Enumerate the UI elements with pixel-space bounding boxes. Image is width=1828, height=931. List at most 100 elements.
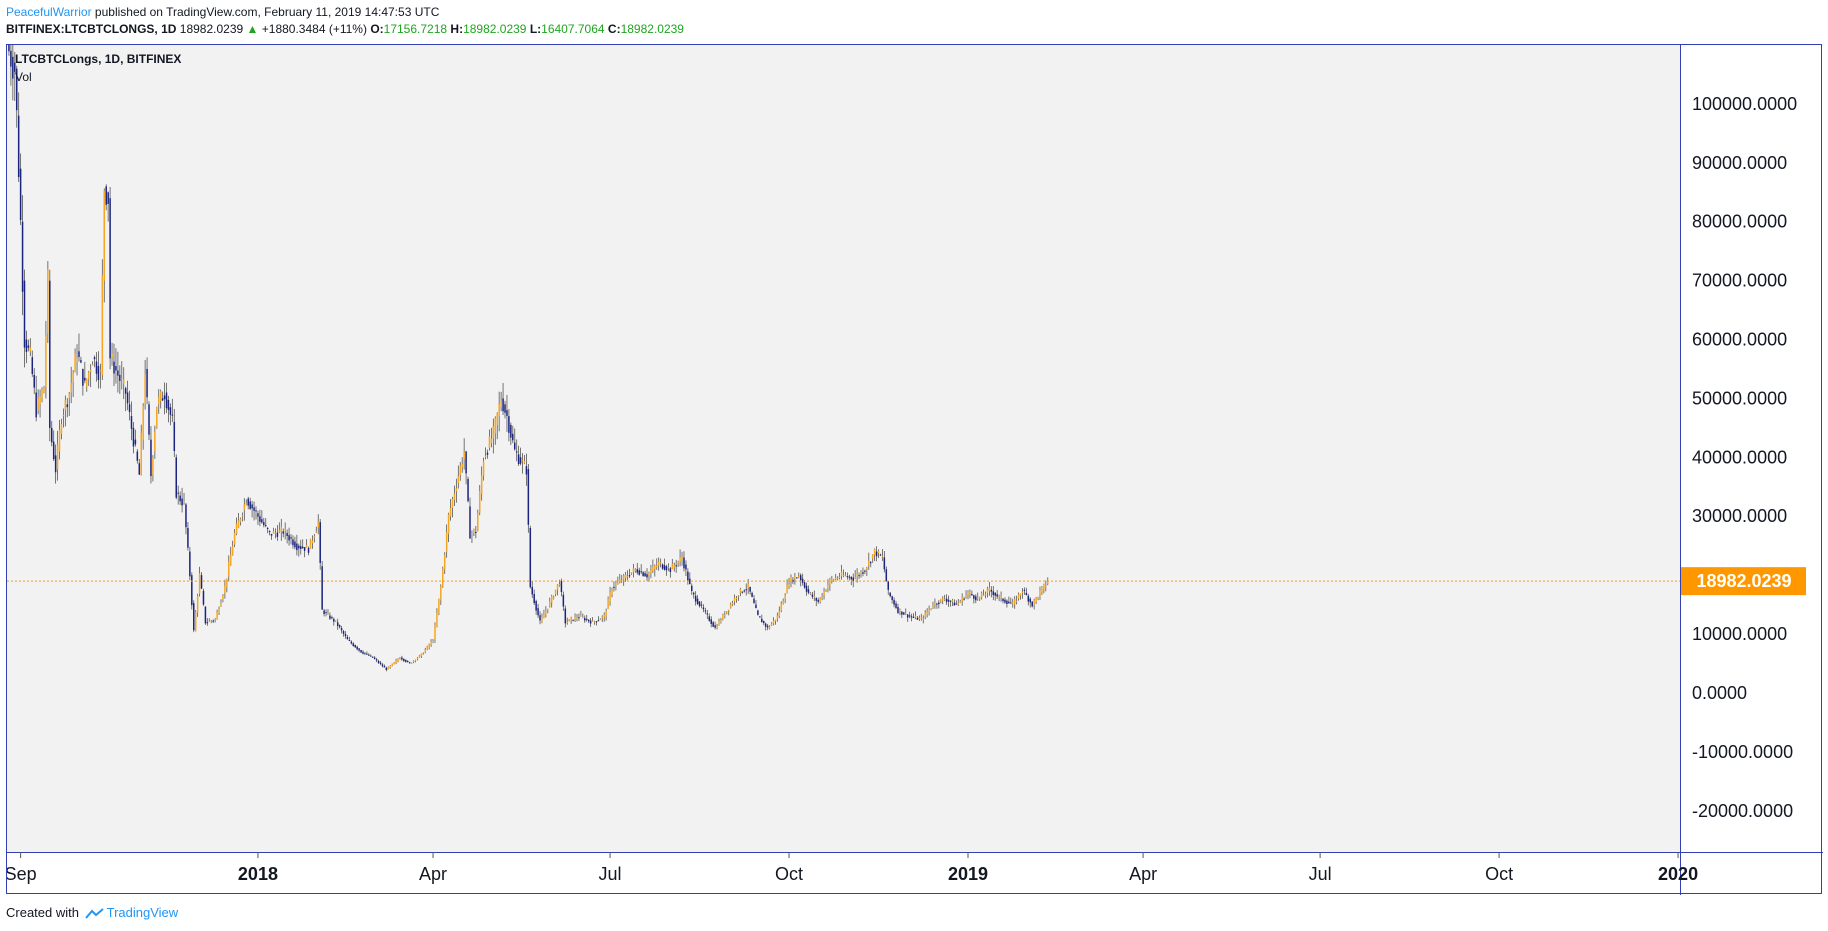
- candle-body: [1011, 602, 1014, 604]
- candle-body: [315, 531, 318, 533]
- candle-body: [759, 616, 761, 618]
- candle-body: [346, 636, 349, 640]
- candle-body: [1010, 602, 1012, 604]
- candle-body: [354, 644, 356, 648]
- candle-body: [39, 396, 41, 405]
- candle-body: [342, 631, 345, 634]
- candle-body: [165, 392, 168, 409]
- candle-body: [101, 275, 104, 375]
- candle-body: [136, 451, 139, 461]
- candle-body: [161, 398, 164, 401]
- candle-body: [782, 600, 784, 605]
- candle-body: [1008, 601, 1010, 604]
- candle-body: [665, 566, 668, 571]
- candle-body: [459, 465, 462, 476]
- candle-body: [257, 513, 259, 517]
- candle-body: [243, 504, 246, 511]
- candle-body: [276, 532, 279, 537]
- candle-body: [31, 357, 34, 374]
- candle-body: [831, 579, 833, 582]
- candle-body: [152, 457, 154, 476]
- candle-body: [35, 392, 37, 418]
- candle-body: [373, 657, 376, 660]
- close-label: C:: [607, 22, 621, 36]
- author-link[interactable]: PeacefulWarrior: [6, 5, 92, 19]
- y-tick-label: 50000.0000: [1692, 388, 1787, 408]
- candle-body: [233, 532, 236, 545]
- candle-body: [786, 584, 788, 593]
- candle-body: [443, 554, 446, 570]
- candle-body: [628, 575, 631, 577]
- candle-body: [214, 619, 216, 621]
- candle-body: [132, 427, 135, 447]
- candle-body: [529, 528, 532, 588]
- candle-body: [371, 656, 374, 658]
- candle-body: [336, 622, 339, 626]
- candle-body: [735, 598, 738, 600]
- candle-body: [696, 598, 699, 605]
- tradingview-link[interactable]: TradingView: [106, 905, 179, 920]
- candle-body: [928, 609, 930, 612]
- candle-body: [564, 608, 567, 624]
- candle-body: [679, 557, 681, 562]
- candle-body: [716, 627, 718, 629]
- candle-body: [488, 436, 491, 448]
- candle-body: [1013, 598, 1016, 605]
- candle-body: [1004, 599, 1006, 603]
- candle-body: [299, 546, 302, 549]
- candle-body: [1025, 592, 1028, 596]
- candle-body: [694, 595, 697, 602]
- candle-body: [957, 602, 960, 605]
- candle-body: [906, 614, 909, 618]
- candle-body: [159, 391, 162, 402]
- last-price-label-box: [1681, 567, 1806, 596]
- candle-body: [157, 397, 160, 405]
- candle-body: [126, 392, 129, 404]
- footer: Created with TradingView: [6, 905, 178, 920]
- candle-body: [50, 427, 53, 443]
- candle-body: [228, 561, 230, 577]
- candle-body: [982, 594, 985, 596]
- candle-body: [379, 662, 382, 664]
- candle-body: [636, 569, 639, 573]
- candle-body: [119, 374, 121, 381]
- candle-body: [216, 612, 218, 620]
- candle-body: [23, 280, 26, 348]
- candle-body: [984, 594, 987, 596]
- candle-body: [235, 523, 238, 534]
- candle-body: [370, 655, 372, 657]
- candle-body: [508, 416, 510, 433]
- candle-body: [177, 492, 179, 494]
- candle-body: [661, 564, 664, 569]
- candle-body: [1002, 598, 1004, 602]
- candle-body: [377, 660, 380, 663]
- candle-body: [521, 459, 524, 461]
- candle-body: [659, 562, 662, 564]
- candle-body: [669, 568, 672, 572]
- candle-body: [556, 584, 559, 590]
- candle-body: [331, 617, 333, 619]
- candle-body: [568, 619, 570, 622]
- candle-body: [980, 592, 983, 598]
- candle-body: [37, 397, 39, 411]
- candle-body: [292, 539, 294, 546]
- chart-frame[interactable]: 100000.0000 90000.0000 80000.0000 70000.000…: [6, 44, 1823, 895]
- candle-body: [922, 618, 925, 620]
- candle-body: [403, 658, 405, 661]
- candle-body: [881, 555, 884, 557]
- candle-body: [784, 595, 786, 599]
- candle-body: [549, 601, 551, 607]
- candle-body: [624, 574, 627, 579]
- price-chart[interactable]: 100000.0000 90000.0000 80000.0000 70000.000…: [7, 45, 1823, 895]
- candle-body: [383, 666, 386, 668]
- candle-body: [1000, 596, 1002, 598]
- candle-body: [498, 404, 500, 417]
- candle-body: [251, 504, 253, 509]
- candle-body: [410, 662, 413, 664]
- candle-body: [105, 186, 107, 205]
- candle-body: [562, 594, 565, 607]
- candle-body: [397, 659, 399, 661]
- candle-body: [280, 526, 283, 532]
- candle-body: [535, 601, 537, 611]
- candle-body: [677, 561, 679, 564]
